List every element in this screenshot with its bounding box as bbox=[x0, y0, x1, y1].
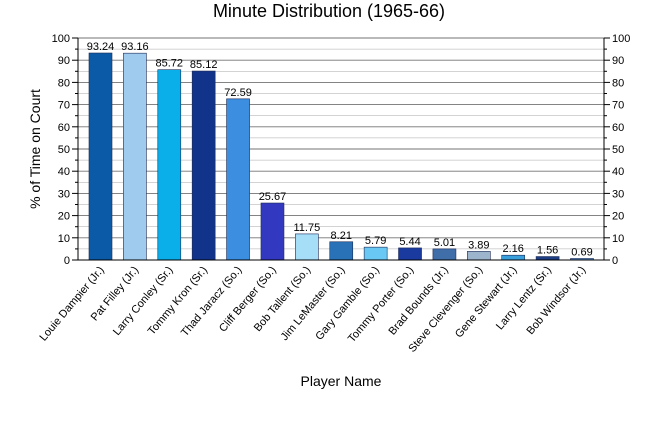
data-label: 85.12 bbox=[190, 59, 218, 71]
y-tick-label-left: 80 bbox=[58, 77, 70, 89]
x-category-label: Bob Windsor (Jr.) bbox=[524, 264, 588, 337]
gridlines bbox=[78, 37, 604, 261]
bar bbox=[432, 248, 457, 261]
x-category-label: Louie Dampier (Jr.) bbox=[37, 264, 106, 343]
y-tick-label-right: 60 bbox=[612, 122, 624, 134]
y-tick-label-right: 40 bbox=[612, 166, 624, 178]
data-label: 93.24 bbox=[87, 41, 115, 53]
x-category-label: Larry Conley (Sr.) bbox=[111, 264, 176, 338]
y-axis-title: % of Time on Court bbox=[27, 89, 43, 209]
y-tick-label-right: 30 bbox=[612, 188, 624, 200]
y-tick-label-right: 50 bbox=[612, 144, 624, 156]
bar bbox=[467, 251, 491, 261]
x-category-label: Tommy Kron (Sr.) bbox=[146, 264, 210, 337]
data-label: 8.21 bbox=[331, 230, 352, 242]
bar bbox=[363, 246, 388, 261]
bar bbox=[535, 256, 560, 261]
y-tick-label-left: 100 bbox=[52, 33, 70, 45]
data-label: 93.16 bbox=[121, 41, 149, 53]
bar bbox=[398, 247, 422, 261]
data-label: 72.59 bbox=[224, 87, 252, 99]
x-category-label: Brad Bounds (Jr.) bbox=[387, 264, 451, 337]
y-tick-label-right: 80 bbox=[612, 77, 624, 89]
y-tick-label-right: 70 bbox=[612, 100, 624, 112]
y-tick-label-left: 0 bbox=[64, 255, 70, 267]
x-category-label: Tommy Porter (So.) bbox=[346, 264, 416, 345]
data-label: 85.72 bbox=[156, 58, 184, 70]
bars bbox=[88, 52, 594, 261]
y-tick-label-left: 10 bbox=[58, 233, 70, 245]
data-label: 5.79 bbox=[365, 235, 386, 247]
y-tick-label-left: 50 bbox=[58, 144, 70, 156]
data-label: 5.01 bbox=[434, 237, 455, 249]
data-label: 5.44 bbox=[399, 236, 420, 248]
axes bbox=[72, 37, 610, 261]
y-tick-label-left: 60 bbox=[58, 122, 70, 134]
data-label: 0.69 bbox=[571, 246, 592, 258]
bar bbox=[191, 70, 216, 261]
y-tick-label-right: 20 bbox=[612, 211, 624, 223]
chart-title: Minute Distribution (1965-66) bbox=[213, 1, 445, 21]
y-tick-label-right: 90 bbox=[612, 55, 624, 67]
y-tick-label-right: 0 bbox=[612, 255, 618, 267]
y-tick-label-left: 70 bbox=[58, 100, 70, 112]
bar bbox=[88, 52, 113, 261]
y-tick-label-left: 40 bbox=[58, 166, 70, 178]
x-category-label: Gary Gamble (So.) bbox=[313, 264, 382, 342]
bar bbox=[329, 241, 354, 261]
bar bbox=[295, 233, 319, 261]
bar bbox=[260, 202, 285, 261]
y-tick-label-left: 20 bbox=[58, 211, 70, 223]
bar bbox=[226, 98, 250, 261]
data-label: 25.67 bbox=[259, 191, 287, 203]
x-category-label: Gene Stewart (Jr.) bbox=[453, 264, 520, 340]
data-label: 1.56 bbox=[537, 245, 558, 257]
y-tick-label-right: 10 bbox=[612, 233, 624, 245]
x-axis-title: Player Name bbox=[301, 373, 382, 389]
y-tick-label-left: 30 bbox=[58, 188, 70, 200]
data-label: 2.16 bbox=[503, 243, 524, 255]
x-category-label: Thad Jaracz (So.) bbox=[179, 264, 244, 339]
bar bbox=[157, 69, 182, 261]
data-label: 11.75 bbox=[293, 222, 320, 234]
x-category-label: Jim LeMaster (So.) bbox=[279, 264, 348, 343]
y-tick-label-right: 100 bbox=[612, 33, 630, 45]
y-tick-label-left: 90 bbox=[58, 55, 70, 67]
bar bbox=[123, 52, 147, 261]
data-label: 3.89 bbox=[468, 239, 489, 251]
bar bbox=[501, 254, 526, 261]
